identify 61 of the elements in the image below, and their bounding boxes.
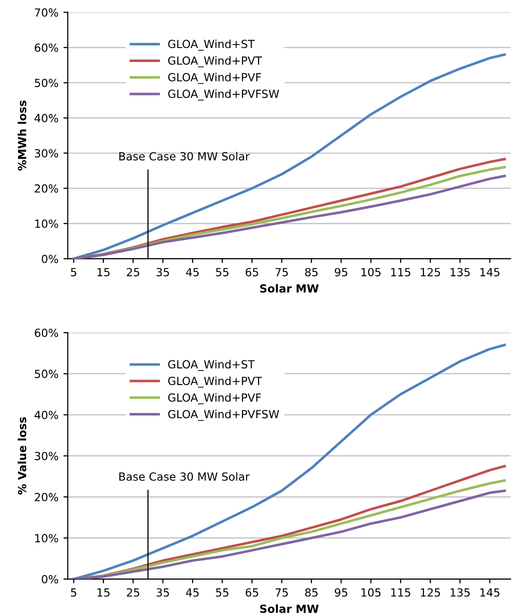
legend-label: GLOA_Wind+ST — [168, 40, 255, 51]
legend-label: GLOA_Wind+PVF — [168, 72, 261, 84]
x-tick-label: 145 — [480, 268, 500, 276]
x-tick-label: 125 — [420, 588, 440, 597]
y-tick-label: 10% — [35, 534, 58, 542]
x-tick-label: 95 — [334, 588, 348, 597]
x-axis-title: Solar MW — [260, 284, 319, 293]
y-tick-label: 40% — [34, 410, 58, 420]
y-tick-label: 60% — [34, 43, 58, 52]
x-tick-label: 5 — [70, 268, 76, 276]
x-axis-title: Solar MW — [260, 604, 319, 613]
x-tick-label: 65 — [246, 588, 258, 597]
x-tick-label: 15 — [98, 268, 110, 276]
x-tick-label: 75 — [276, 268, 288, 276]
x-tick-label: 45 — [186, 588, 199, 597]
y-tick-label: 70% — [34, 8, 58, 17]
legend-label: GLOA_Wind+ST — [168, 360, 255, 371]
y-tick-label: 40% — [34, 114, 58, 122]
legend-label: GLOA_Wind+PVF — [168, 393, 261, 404]
ref-line-label: Base Case 30 MW Solar — [119, 472, 250, 481]
y-tick-label: 10% — [35, 219, 58, 228]
x-tick-label: 125 — [420, 268, 440, 276]
y-tick-label: 0% — [42, 575, 58, 584]
y-axis-title: %MWh loss — [18, 100, 26, 171]
y-tick-label: 60% — [34, 328, 58, 338]
x-tick-label: 135 — [450, 268, 470, 276]
legend-label: GLOA_Wind+PVFSW — [168, 89, 280, 100]
y-tick-label: 0% — [42, 254, 58, 264]
x-tick-label: 5 — [70, 588, 76, 597]
x-tick-label: 135 — [450, 588, 470, 597]
x-tick-label: 75 — [276, 588, 288, 597]
x-tick-label: 105 — [362, 588, 381, 597]
x-tick-label: 45 — [186, 268, 199, 276]
x-tick-label: 25 — [126, 268, 140, 276]
line-series — [72, 344, 506, 580]
y-tick-label: 20% — [34, 492, 58, 502]
x-tick-label: 65 — [246, 268, 258, 276]
legend-label: GLOA_Wind+PVT — [168, 56, 262, 68]
x-tick-label: 55 — [216, 268, 228, 276]
x-tick-label: 35 — [156, 588, 169, 597]
y-axis-title: % Value loss — [18, 417, 26, 495]
x-tick-label: 25 — [126, 588, 140, 597]
x-tick-label: 95 — [334, 268, 348, 276]
x-tick-label: 15 — [98, 588, 110, 597]
x-tick-label: 55 — [216, 588, 228, 597]
ref-line-label: Base Case 30 MW Solar — [119, 152, 250, 160]
x-tick-label: 105 — [362, 268, 381, 276]
legend-label: GLOA_Wind+PVT — [168, 376, 262, 388]
y-tick-label: 20% — [34, 184, 58, 193]
x-tick-label: 85 — [305, 268, 318, 276]
x-tick-label: 115 — [391, 588, 410, 597]
legend-label: GLOA_Wind+PVFSW — [168, 410, 280, 421]
x-tick-label: 85 — [305, 588, 318, 597]
x-tick-label: 35 — [156, 268, 169, 276]
x-tick-label: 115 — [391, 268, 410, 276]
line-series — [72, 53, 506, 259]
y-tick-label: 50% — [34, 78, 58, 88]
x-tick-label: 145 — [480, 588, 500, 597]
y-tick-label: 50% — [34, 370, 58, 378]
y-tick-label: 30% — [34, 452, 58, 460]
y-tick-label: 30% — [34, 149, 58, 158]
